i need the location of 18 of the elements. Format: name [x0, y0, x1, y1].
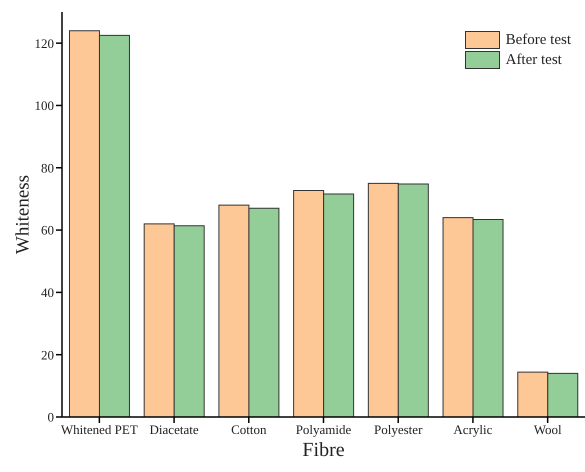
x-tick-label: Polyamide [296, 422, 352, 438]
y-tick-label: 120 [34, 36, 54, 51]
y-tick-label: 0 [48, 410, 54, 425]
y-tick-label: 100 [34, 98, 54, 114]
legend-label: Before test [506, 32, 571, 48]
x-tick-label: Wool [534, 422, 562, 438]
y-axis-title: Whiteness [12, 174, 34, 254]
y-tick-label: 40 [41, 285, 54, 300]
y-tick-label: 60 [41, 222, 54, 238]
y-tick-label: 80 [41, 160, 54, 176]
x-tick-label: Diacetate [150, 422, 199, 438]
x-tick-label: Polyester [374, 422, 424, 438]
legend-label: After test [506, 52, 562, 68]
x-axis-title: Fibre [302, 439, 345, 462]
x-tick-label: Acrylic [453, 422, 493, 438]
y-tick-label: 20 [41, 347, 54, 362]
x-tick-label: Whitened PET [60, 422, 138, 438]
x-tick-label: Cotton [231, 422, 267, 438]
